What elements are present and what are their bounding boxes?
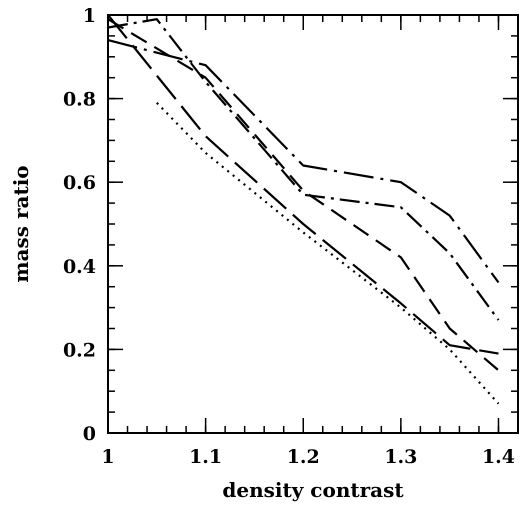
y-tick-label: 0.6 bbox=[63, 172, 96, 194]
y-axis-title: mass ratio bbox=[9, 165, 33, 282]
x-tick-label: 1.4 bbox=[482, 446, 515, 468]
y-tick-labels: 0 0.2 0.4 0.6 0.8 1 bbox=[63, 5, 96, 445]
y-tick-label: 0.2 bbox=[63, 339, 96, 361]
series-line-dotted bbox=[156, 102, 500, 405]
series-line-dash-dot bbox=[107, 18, 500, 321]
y-tick-label: 0.4 bbox=[63, 256, 96, 278]
x-axis-title: density contrast bbox=[222, 478, 404, 502]
x-tick-label: 1 bbox=[101, 446, 114, 468]
series-line-long-dash bbox=[107, 14, 499, 355]
x-tick-labels: 1 1.1 1.2 1.3 1.4 bbox=[101, 446, 515, 468]
y-tick-label: 1 bbox=[83, 5, 96, 27]
plot-frame bbox=[107, 14, 519, 434]
series-layer bbox=[107, 14, 500, 405]
x-tick-label: 1.2 bbox=[287, 446, 320, 468]
series-line-dash bbox=[107, 18, 500, 372]
series-line-long-dash-dot bbox=[107, 39, 500, 284]
x-tick-label: 1.3 bbox=[384, 446, 417, 468]
major-ticks bbox=[107, 14, 518, 434]
y-tick-label: 0.8 bbox=[63, 89, 96, 111]
x-tick-label: 1.1 bbox=[189, 446, 222, 468]
y-tick-label: 0 bbox=[83, 423, 96, 445]
minor-ticks bbox=[107, 14, 519, 434]
